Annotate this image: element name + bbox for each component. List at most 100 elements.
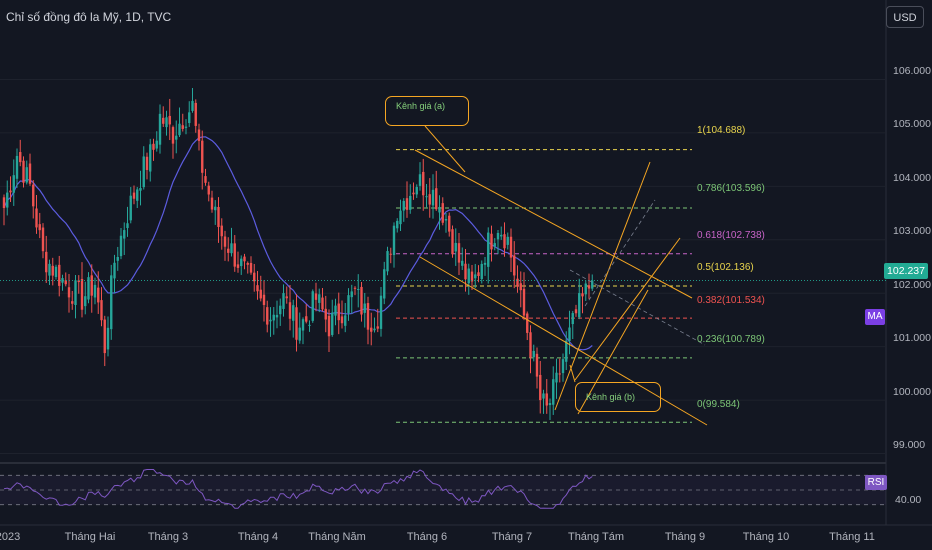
candle-body (71, 301, 74, 304)
candle-body (38, 224, 41, 231)
candle-body (548, 403, 552, 405)
candle-body (64, 280, 67, 285)
candle-body (162, 117, 165, 124)
candle-body (145, 156, 149, 170)
candle-body (422, 171, 425, 196)
currency-button[interactable]: USD (886, 6, 924, 28)
channel-line (414, 149, 693, 299)
candle-body (321, 297, 324, 310)
fib-label: 0.236(100.789) (697, 334, 765, 345)
candle-body (188, 112, 191, 124)
price-tick: 105.000 (893, 118, 931, 130)
candle-body (581, 293, 584, 297)
candle-body (522, 288, 526, 316)
candle-body (483, 262, 487, 265)
candle-body (132, 192, 136, 199)
candle-body (175, 135, 178, 140)
channel-median-line (569, 269, 706, 346)
candle-body (269, 319, 272, 322)
channel-line (419, 256, 708, 426)
candle-body (100, 300, 103, 321)
candle-body (51, 265, 54, 276)
channel-b-callout[interactable]: Kênh giá (b) (575, 382, 661, 412)
candle-body (266, 307, 269, 325)
candle-body (80, 278, 84, 310)
candle-body (467, 268, 470, 284)
candle-body (272, 314, 275, 321)
candle-body (181, 125, 184, 129)
candle-body (295, 307, 298, 340)
candle-body (22, 160, 25, 183)
candle-body (464, 263, 467, 280)
candle-body (379, 295, 383, 329)
candle-body (256, 285, 259, 292)
candle-body (106, 327, 110, 350)
candle-body (285, 296, 288, 299)
price-tick: 104.000 (893, 172, 931, 184)
candle-body (337, 303, 340, 321)
time-tick: Tháng 10 (742, 531, 790, 543)
price-tick: 103.000 (893, 225, 931, 237)
time-tick: Tháng 6 (406, 531, 448, 543)
candle-body (158, 113, 162, 145)
candle-body (207, 185, 210, 195)
candle-body (136, 189, 139, 201)
grid (0, 79, 886, 454)
candle-body (441, 203, 444, 223)
candle-body (565, 340, 568, 362)
candle-body (480, 263, 483, 280)
candle-body (363, 303, 366, 313)
ma-indicator-badge[interactable]: MA (865, 309, 885, 325)
price-channels[interactable] (414, 125, 708, 426)
candle-body (448, 215, 451, 232)
candle-body (217, 207, 220, 227)
candle-body (496, 232, 500, 240)
candle-body (25, 167, 28, 183)
candle-body (578, 293, 581, 318)
candle-body (396, 220, 399, 229)
candle-body (249, 262, 253, 273)
candle-body (558, 373, 561, 375)
candle-body (376, 326, 379, 329)
candle-body (360, 286, 363, 315)
chart-title: Chỉ số đồng đô la Mỹ, 1D, TVC (6, 10, 172, 24)
callout-pointer (424, 125, 466, 173)
candle-body (412, 192, 415, 195)
candle-body (301, 319, 305, 331)
candle-body (240, 258, 243, 267)
time-tick: 2023 (0, 531, 21, 543)
candle-body (204, 176, 207, 183)
channel-line (577, 289, 649, 415)
candle-body (41, 227, 45, 252)
candle-body (526, 313, 529, 333)
candle-body (292, 305, 295, 321)
candle-body (152, 143, 155, 150)
rsi-indicator-badge[interactable]: RSI (865, 475, 887, 490)
candle-body (223, 236, 227, 247)
candle-body (110, 275, 113, 330)
candle-body (513, 255, 516, 276)
candle-body (392, 225, 396, 256)
candle-body (210, 197, 214, 210)
candle-body (194, 102, 197, 126)
candle-body (9, 190, 12, 193)
channel-a-callout[interactable]: Kênh giá (a) (385, 96, 469, 126)
candle-body (552, 379, 555, 405)
candle-body (503, 234, 506, 249)
price-tick: 101.000 (893, 332, 931, 344)
candle-body (35, 208, 38, 228)
candle-body (220, 225, 223, 237)
candle-body (457, 243, 461, 263)
candle-body (201, 140, 204, 173)
candle-body (438, 207, 441, 213)
rsi-tick: 40.00 (895, 494, 922, 506)
candle-body (493, 243, 496, 247)
last-price-label: 102.237 (884, 263, 928, 279)
candle-body (308, 324, 311, 326)
candle-body (259, 289, 262, 299)
price-tick: 100.000 (893, 386, 931, 398)
candle-body (227, 248, 230, 253)
candle-body (529, 332, 532, 358)
candle-body (318, 294, 321, 303)
